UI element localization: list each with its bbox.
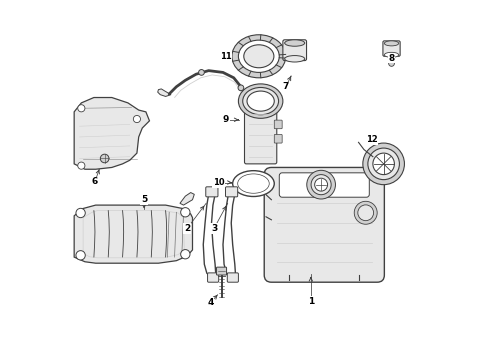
Ellipse shape: [244, 45, 273, 68]
Text: 2: 2: [183, 224, 190, 233]
Ellipse shape: [362, 143, 404, 185]
Ellipse shape: [384, 41, 398, 46]
Polygon shape: [246, 131, 255, 140]
FancyBboxPatch shape: [274, 134, 282, 143]
Circle shape: [78, 105, 85, 112]
Ellipse shape: [367, 148, 399, 180]
Polygon shape: [74, 98, 149, 169]
Circle shape: [353, 201, 376, 224]
Text: 9: 9: [222, 115, 228, 124]
Ellipse shape: [384, 52, 398, 57]
Text: 4: 4: [207, 298, 213, 307]
Circle shape: [388, 60, 394, 66]
Circle shape: [76, 208, 85, 218]
FancyBboxPatch shape: [279, 173, 368, 197]
FancyBboxPatch shape: [216, 267, 226, 275]
Text: 12: 12: [365, 135, 377, 144]
Circle shape: [198, 69, 204, 75]
Circle shape: [180, 249, 190, 259]
Circle shape: [78, 162, 85, 169]
FancyBboxPatch shape: [274, 120, 282, 129]
Text: 1: 1: [307, 297, 313, 306]
Ellipse shape: [284, 40, 304, 46]
FancyBboxPatch shape: [227, 273, 238, 282]
Ellipse shape: [372, 153, 394, 175]
Text: 3: 3: [210, 224, 217, 233]
Text: 6: 6: [92, 177, 98, 186]
Ellipse shape: [238, 84, 282, 118]
FancyBboxPatch shape: [205, 187, 218, 197]
Text: 8: 8: [387, 54, 394, 63]
Ellipse shape: [284, 55, 304, 62]
Ellipse shape: [237, 174, 269, 193]
Text: 5: 5: [141, 195, 147, 204]
FancyBboxPatch shape: [264, 167, 384, 282]
Circle shape: [314, 178, 327, 191]
Polygon shape: [158, 89, 171, 96]
FancyBboxPatch shape: [244, 99, 276, 164]
FancyBboxPatch shape: [282, 40, 306, 60]
Circle shape: [100, 154, 109, 163]
Circle shape: [310, 175, 330, 195]
Text: 10: 10: [212, 178, 224, 187]
FancyBboxPatch shape: [382, 41, 399, 56]
Circle shape: [133, 116, 140, 123]
Text: 11: 11: [219, 52, 231, 61]
Circle shape: [357, 205, 373, 221]
Ellipse shape: [231, 35, 285, 78]
Circle shape: [238, 85, 244, 91]
Circle shape: [306, 170, 335, 199]
Polygon shape: [74, 205, 192, 263]
Circle shape: [76, 251, 85, 260]
Polygon shape: [180, 193, 194, 205]
Ellipse shape: [232, 171, 274, 197]
Circle shape: [180, 208, 190, 217]
Text: 7: 7: [282, 82, 288, 91]
Ellipse shape: [242, 87, 278, 115]
Ellipse shape: [246, 91, 274, 111]
FancyBboxPatch shape: [225, 187, 237, 197]
FancyBboxPatch shape: [207, 273, 218, 282]
Ellipse shape: [238, 40, 279, 72]
